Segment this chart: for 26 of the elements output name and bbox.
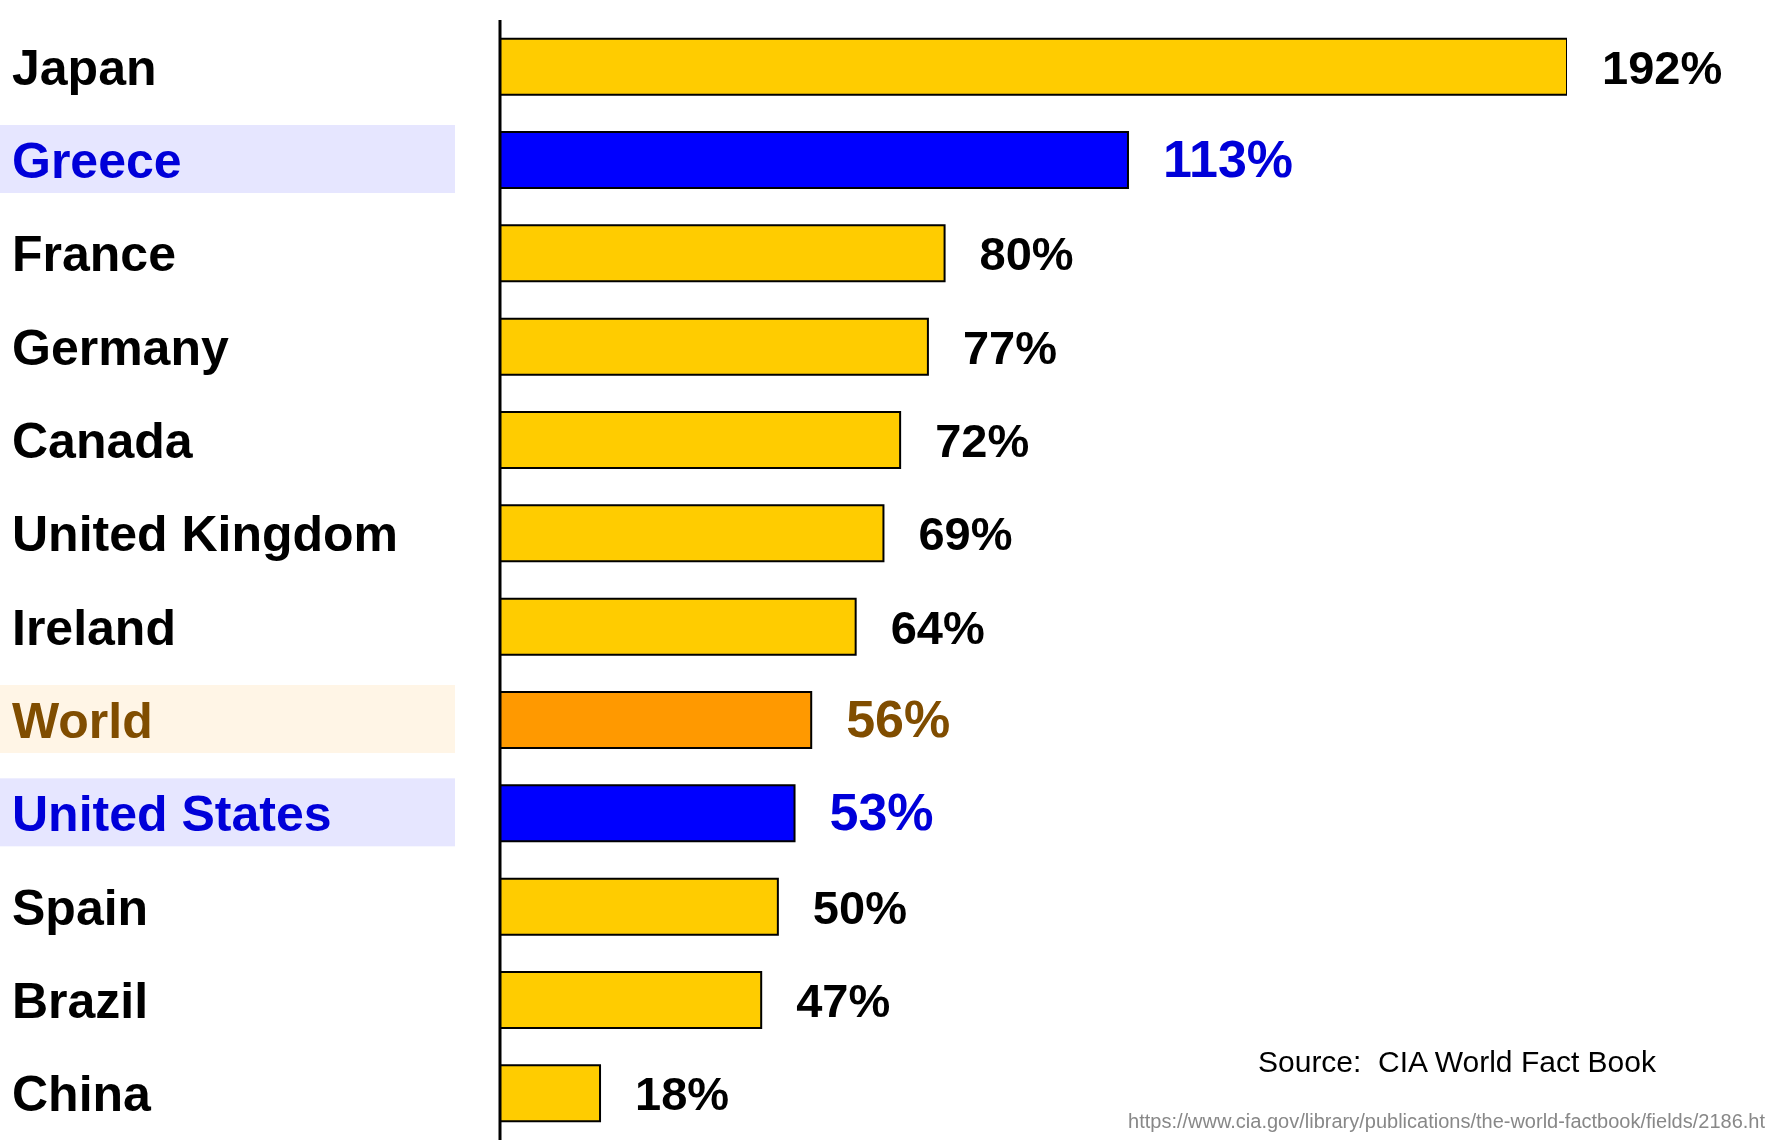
- y-tick-label: Japan: [12, 39, 157, 96]
- y-tick-label: China: [12, 1066, 153, 1123]
- data-label: 18%: [635, 1067, 730, 1121]
- y-tick-label: Ireland: [12, 599, 176, 656]
- data-label: 69%: [918, 507, 1013, 561]
- data-label: 72%: [935, 414, 1030, 467]
- data-label: 64%: [890, 600, 985, 654]
- data-label: 53%: [829, 783, 934, 842]
- data-label: 50%: [812, 880, 907, 934]
- y-tick-label: United Kingdom: [12, 506, 399, 563]
- y-tick-label: World: [12, 693, 153, 749]
- data-label: 77%: [962, 320, 1057, 374]
- y-tick-label: Germany: [12, 319, 229, 376]
- y-tick-label: United States: [12, 786, 332, 843]
- y-tick-label: Canada: [12, 413, 194, 469]
- data-label: 47%: [796, 974, 891, 1027]
- data-label: 80%: [979, 227, 1074, 281]
- data-label: 56%: [846, 690, 951, 748]
- y-tick-label: Greece: [12, 133, 182, 189]
- annotation: Source: CIA World Fact Book: [1258, 1045, 1656, 1079]
- data-label: 192%: [1602, 40, 1723, 94]
- y-tick-label: Brazil: [12, 973, 149, 1029]
- y-tick-label: France: [12, 226, 176, 283]
- annotation: https://www.cia.gov/library/publications/the-world-factbook/fields/2186.ht: [1128, 1110, 1765, 1133]
- y-tick-label: Spain: [12, 879, 149, 936]
- data-label: 113%: [1162, 130, 1294, 188]
